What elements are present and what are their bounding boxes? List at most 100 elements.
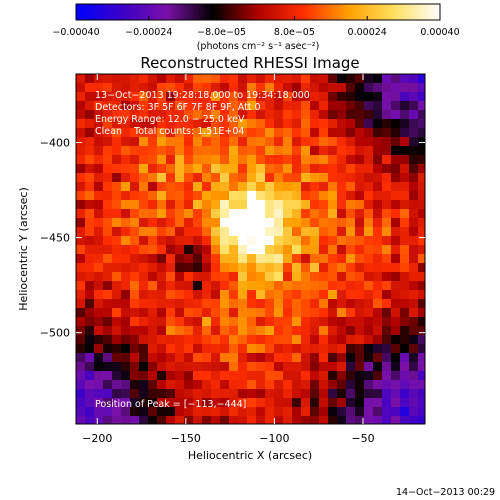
heatmap-cell (319, 128, 329, 138)
heatmap-cell (202, 137, 212, 147)
heatmap-cell (193, 317, 203, 327)
heatmap-cell (274, 407, 284, 417)
heatmap-cell (229, 173, 239, 183)
heatmap-cell (175, 173, 185, 183)
heatmap-cell (355, 272, 365, 282)
heatmap-cell (400, 362, 410, 372)
heatmap-cell (274, 272, 284, 282)
heatmap-cell (400, 353, 410, 363)
heatmap-cell (337, 173, 347, 183)
heatmap-cell (229, 389, 239, 399)
heatmap-cell (382, 254, 392, 264)
heatmap-cell (229, 380, 239, 390)
heatmap-cell (148, 155, 158, 165)
heatmap-cell (166, 164, 176, 174)
heatmap-cell (418, 92, 425, 102)
heatmap-cell (337, 155, 347, 165)
heatmap-cell (220, 407, 230, 417)
heatmap-cell (283, 164, 293, 174)
heatmap-cell (112, 362, 122, 372)
heatmap-cell (355, 119, 365, 129)
heatmap-cell (409, 128, 419, 138)
heatmap-cell (409, 263, 419, 273)
heatmap-cell (193, 236, 203, 246)
heatmap-cell (373, 380, 383, 390)
heatmap-cell (238, 137, 248, 147)
heatmap-cell (265, 308, 275, 318)
heatmap-cell (346, 263, 356, 273)
heatmap-cell (247, 416, 257, 424)
heatmap-cell (166, 245, 176, 255)
heatmap-cell (238, 272, 248, 282)
heatmap-cell (274, 173, 284, 183)
heatmap-cell (112, 191, 122, 201)
heatmap-cell (310, 137, 320, 147)
heatmap-cell (319, 173, 329, 183)
heatmap-cell (139, 281, 149, 291)
heatmap-cell (202, 110, 212, 120)
heatmap-cell (265, 227, 275, 237)
heatmap-cell (337, 146, 347, 156)
heatmap-cell (238, 146, 248, 156)
heatmap-cell (202, 308, 212, 318)
heatmap-cell (121, 407, 131, 417)
heatmap-cell (202, 290, 212, 300)
heatmap-cell (400, 137, 410, 147)
heatmap-cell (166, 299, 176, 309)
heatmap-cell (247, 182, 257, 192)
heatmap-cell (157, 245, 167, 255)
heatmap-cell (184, 281, 194, 291)
heatmap-cell (382, 380, 392, 390)
heatmap-cell (400, 119, 410, 129)
heatmap-cell (193, 326, 203, 336)
heatmap-cell (364, 344, 374, 354)
heatmap-cell (85, 308, 95, 318)
heatmap-cell (301, 137, 311, 147)
heatmap-cell (184, 92, 194, 102)
heatmap-cell (184, 173, 194, 183)
heatmap-cell (301, 272, 311, 282)
heatmap-cell (373, 308, 383, 318)
heatmap-cell (292, 362, 302, 372)
heatmap-cell (418, 155, 425, 165)
heatmap-cell (112, 263, 122, 273)
heatmap-cell (355, 299, 365, 309)
heatmap-cell (220, 290, 230, 300)
heatmap-cell (310, 200, 320, 210)
heatmap-cell (139, 236, 149, 246)
heatmap-cell (94, 263, 104, 273)
heatmap-cell (211, 380, 221, 390)
heatmap-cell (418, 389, 425, 399)
heatmap-cell (382, 362, 392, 372)
heatmap-cell (319, 398, 329, 408)
heatmap-cell (238, 254, 248, 264)
heatmap-cell (238, 263, 248, 273)
heatmap-cell (103, 146, 113, 156)
heatmap-cell (121, 209, 131, 219)
heatmap-cell (283, 389, 293, 399)
heatmap-cell (76, 110, 86, 120)
heatmap-cell (310, 416, 320, 424)
y-tick-label: −400 (40, 136, 70, 149)
heatmap-cell (283, 227, 293, 237)
heatmap-cell (382, 236, 392, 246)
heatmap-cell (283, 308, 293, 318)
heatmap-cell (184, 380, 194, 390)
heatmap-cell (112, 272, 122, 282)
heatmap-cell (328, 326, 338, 336)
heatmap-cell (346, 146, 356, 156)
heatmap-cell (319, 254, 329, 264)
heatmap-cell (139, 272, 149, 282)
heatmap-cell (238, 209, 248, 219)
heatmap-cell (382, 263, 392, 273)
heatmap-cell (103, 101, 113, 111)
heatmap-cell (94, 344, 104, 354)
heatmap-cell (283, 119, 293, 129)
heatmap-cell (85, 344, 95, 354)
heatmap-cell (382, 191, 392, 201)
heatmap-cell (112, 137, 122, 147)
heatmap-cell (112, 371, 122, 381)
heatmap-cell (337, 353, 347, 363)
heatmap-cell (112, 119, 122, 129)
heatmap-cell (166, 353, 176, 363)
